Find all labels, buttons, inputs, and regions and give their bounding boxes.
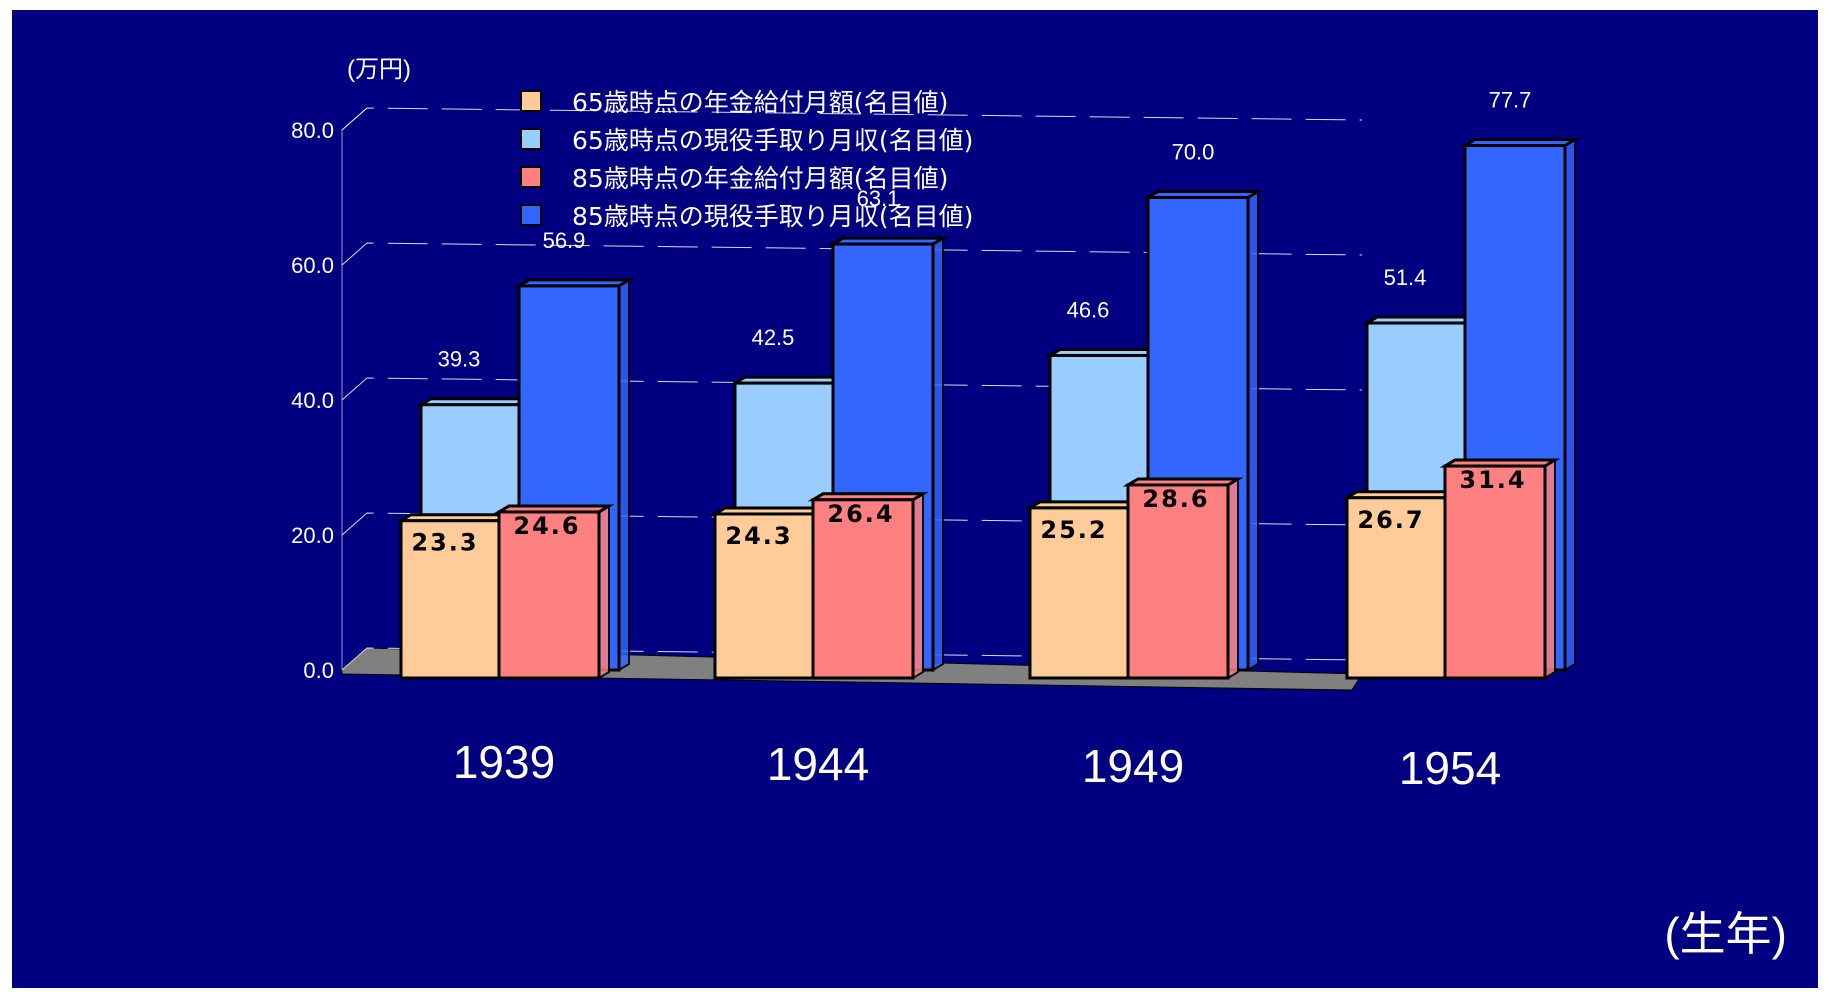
chart-panel: 39.3 56.9 23.3 24.6 42.5 63.1 24.3 26.4 46.6 70.0…: [12, 10, 1818, 988]
data-label-s1-1944: 42.5: [752, 325, 795, 350]
y-tick-label-4: 80.0: [291, 118, 334, 143]
bar-65-pension-1939: [399, 519, 503, 680]
data-label-s2-1954: 31.4: [1459, 466, 1526, 494]
data-label-s1-1939: 39.3: [438, 347, 481, 372]
data-label-s0-1944: 24.3: [725, 522, 792, 550]
data-label-s3-1949: 70.0: [1172, 140, 1215, 165]
y-tick-label-0: 0.0: [303, 658, 334, 683]
data-label-s0-1954: 26.7: [1357, 506, 1424, 534]
bar-85-pension-1944: [811, 498, 915, 680]
legend-swatch-65-pension: [520, 90, 542, 112]
y-tick-label-3: 60.0: [291, 253, 334, 278]
bar-65-pension-1944: [713, 512, 817, 680]
legend-item-65-income: 65歳時点の現役手取り月収(名目値): [520, 120, 973, 158]
legend-swatch-85-income: [520, 204, 542, 226]
legend-label-85-income: 85歳時点の現役手取り月収(名目値): [572, 202, 974, 231]
data-label-s3-1944: 63.1: [857, 186, 900, 211]
x-axis-title: (生年): [1664, 908, 1787, 960]
gridline-2: [341, 377, 1363, 401]
legend-swatch-85-pension: [520, 166, 542, 188]
legend-item-85-pension: 85歳時点の年金給付月額(名目値): [520, 158, 973, 196]
y-unit-label: (万円): [347, 56, 411, 83]
legend-label-85-pension: 85歳時点の年金給付月額(名目値): [572, 164, 949, 193]
bar-chart: 39.3 56.9 23.3 24.6 42.5 63.1 24.3 26.4 46.6 70.0…: [291, 56, 1787, 960]
bar-65-pension-1954: [1345, 496, 1449, 680]
data-label-s2-1944: 26.4: [827, 500, 894, 528]
bar-85-pension-1949: [1126, 483, 1230, 680]
data-label-s3-1954: 77.7: [1489, 88, 1532, 113]
legend-item-85-income: 85歳時点の現役手取り月収(名目値): [520, 196, 973, 234]
legend: 65歳時点の年金給付月額(名目値) 65歳時点の現役手取り月収(名目値) 85歳…: [520, 82, 973, 234]
data-label-s0-1939: 23.3: [411, 529, 478, 557]
data-label-s2-1949: 28.6: [1142, 485, 1209, 513]
gridline-3: [341, 242, 1363, 266]
x-tick-label-1939: 1939: [453, 736, 555, 788]
data-label-s1-1954: 51.4: [1384, 265, 1427, 290]
data-label-s3-1939: 56.9: [543, 228, 586, 253]
y-tick-label-2: 40.0: [291, 388, 334, 413]
legend-swatch-65-income: [520, 128, 542, 150]
bar-85-pension-1939: [497, 510, 601, 680]
gridline-0: [341, 647, 1363, 671]
data-label-s2-1939: 24.6: [513, 512, 580, 540]
gridline-4: [341, 107, 1363, 131]
y-tick-label-1: 20.0: [291, 523, 334, 548]
bar-85-pension-1954: [1443, 464, 1547, 680]
legend-label-65-pension: 65歳時点の年金給付月額(名目値): [572, 88, 949, 117]
x-tick-label-1954: 1954: [1399, 742, 1501, 794]
data-label-s1-1949: 46.6: [1067, 297, 1110, 322]
legend-item-65-pension: 65歳時点の年金給付月額(名目値): [520, 82, 973, 120]
gridline-1: [341, 512, 1363, 536]
x-tick-label-1944: 1944: [767, 738, 869, 790]
x-tick-label-1949: 1949: [1082, 740, 1184, 792]
data-label-s0-1949: 25.2: [1040, 516, 1107, 544]
legend-label-65-income: 65歳時点の現役手取り月収(名目値): [572, 126, 974, 155]
